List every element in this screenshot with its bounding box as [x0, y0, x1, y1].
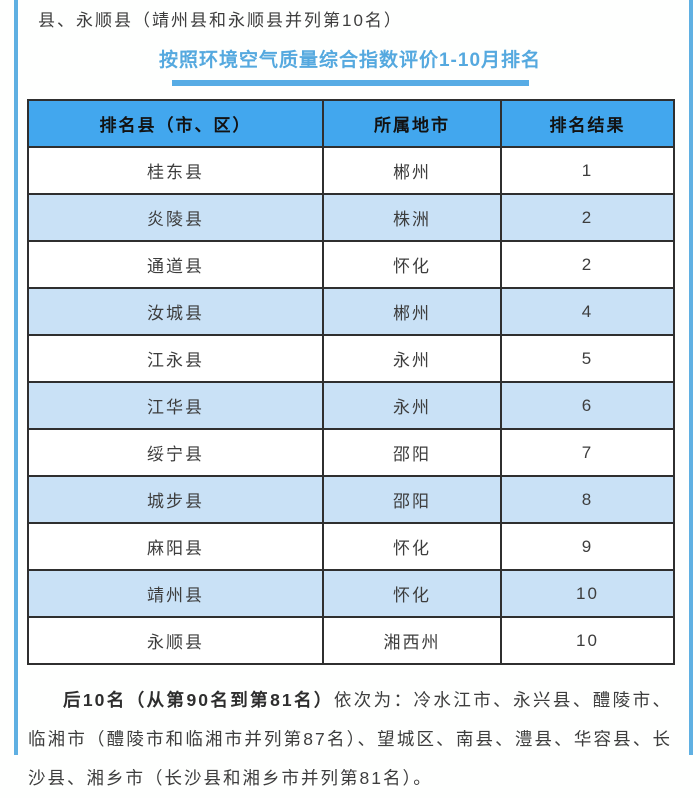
cell-rank: 1	[501, 147, 674, 194]
cell-city: 怀化	[323, 523, 501, 570]
cell-city: 永州	[323, 382, 501, 429]
cell-county: 炎陵县	[28, 194, 323, 241]
cell-city: 湘西州	[323, 617, 501, 664]
title-underline-bar	[172, 80, 529, 86]
cell-city: 株洲	[323, 194, 501, 241]
page-border-right	[689, 0, 693, 755]
cell-county: 汝城县	[28, 288, 323, 335]
col-header-city: 所属地市	[323, 100, 501, 147]
col-header-county: 排名县（市、区）	[28, 100, 323, 147]
cell-county: 江永县	[28, 335, 323, 382]
cell-county: 绥宁县	[28, 429, 323, 476]
cell-rank: 7	[501, 429, 674, 476]
cell-rank: 10	[501, 570, 674, 617]
cell-rank: 4	[501, 288, 674, 335]
cell-rank: 8	[501, 476, 674, 523]
cell-county: 桂东县	[28, 147, 323, 194]
footer-paragraph: 后10名（从第90名到第81名）依次为：冷水江市、永兴县、醴陵市、临湘市（醴陵市…	[27, 681, 673, 798]
intro-text: 县、永顺县（靖州县和永顺县并列第10名）	[27, 0, 673, 33]
cell-city: 永州	[323, 335, 501, 382]
cell-county: 通道县	[28, 241, 323, 288]
section-title: 按照环境空气质量综合指数评价1-10月排名	[159, 50, 541, 72]
cell-rank: 2	[501, 194, 674, 241]
cell-city: 邵阳	[323, 476, 501, 523]
col-header-rank: 排名结果	[501, 100, 674, 147]
article-content: 县、永顺县（靖州县和永顺县并列第10名） 按照环境空气质量综合指数评价1-10月…	[27, 0, 673, 798]
cell-county: 江华县	[28, 382, 323, 429]
cell-city: 郴州	[323, 288, 501, 335]
cell-county: 永顺县	[28, 617, 323, 664]
cell-rank: 5	[501, 335, 674, 382]
cell-city: 怀化	[323, 570, 501, 617]
cell-rank: 6	[501, 382, 674, 429]
cell-rank: 9	[501, 523, 674, 570]
section-title-block: 按照环境空气质量综合指数评价1-10月排名	[27, 50, 673, 86]
cell-county: 靖州县	[28, 570, 323, 617]
footer-bold-text: 后10名（从第90名到第81名）	[63, 690, 334, 710]
cell-county: 麻阳县	[28, 523, 323, 570]
cell-city: 怀化	[323, 241, 501, 288]
cell-rank: 2	[501, 241, 674, 288]
page-border-left	[14, 0, 18, 755]
cell-county: 城步县	[28, 476, 323, 523]
cell-rank: 10	[501, 617, 674, 664]
cell-city: 邵阳	[323, 429, 501, 476]
cell-city: 郴州	[323, 147, 501, 194]
table-header-row: 排名县（市、区） 所属地市 排名结果	[28, 100, 674, 147]
